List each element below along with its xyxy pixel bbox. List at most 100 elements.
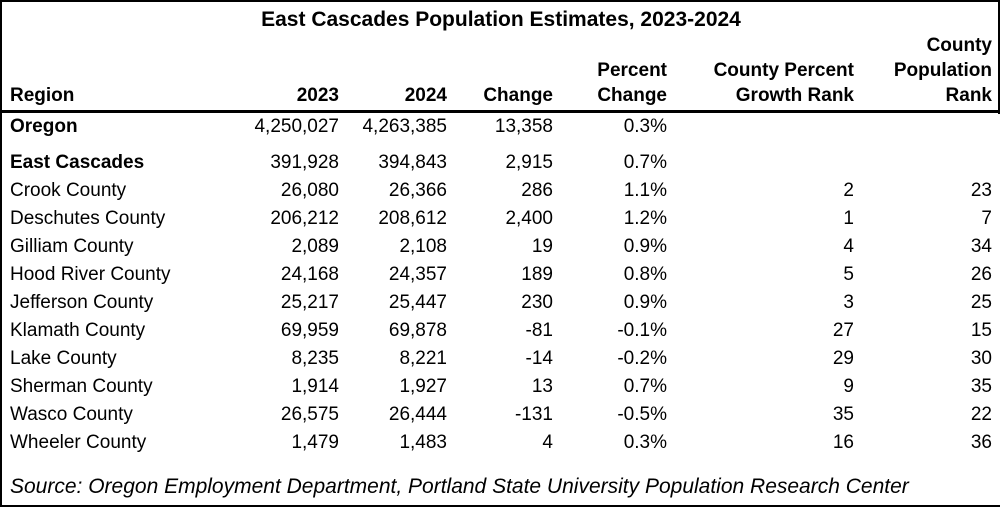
table-title: East Cascades Population Estimates, 2023… <box>261 8 741 31</box>
region-cell: Gilliam County <box>10 236 134 257</box>
table-row: Sherman County 1,914 1,927 13 0.7% 9 35 <box>2 373 1000 401</box>
value-cell: 206,212 <box>270 208 339 229</box>
value-cell: 0.9% <box>623 236 667 257</box>
spacer-cell <box>2 141 1000 149</box>
value-cell: 2 <box>843 180 854 201</box>
column-header-2023: 2023 <box>232 33 339 113</box>
value-cell: -81 <box>525 320 553 341</box>
column-header-population-rank: County Population Rank <box>854 33 1000 113</box>
value-cell: 25,217 <box>280 292 339 313</box>
region-cell: Jefferson County <box>10 292 154 313</box>
value-cell: 35 <box>970 376 992 397</box>
value-cell: 29 <box>832 348 854 369</box>
value-cell: 0.8% <box>623 264 667 285</box>
value-cell <box>854 112 1000 142</box>
value-cell: 25 <box>970 292 992 313</box>
table-row: Deschutes County 206,212 208,612 2,400 1.2% 1… <box>2 205 1000 233</box>
value-cell: 26,080 <box>280 180 339 201</box>
region-cell: Sherman County <box>10 376 153 397</box>
region-cell: East Cascades <box>10 152 145 173</box>
value-cell: 1.2% <box>623 208 667 229</box>
value-cell: 1.1% <box>623 180 667 201</box>
value-cell: -131 <box>514 404 553 425</box>
column-header-change: Change <box>447 33 553 113</box>
value-cell: 69,959 <box>280 320 339 341</box>
value-cell: 0.3% <box>623 116 667 137</box>
value-cell: 1,927 <box>399 376 447 397</box>
value-cell: 9 <box>843 376 854 397</box>
value-cell: 7 <box>981 208 992 229</box>
value-cell: 1 <box>843 208 854 229</box>
value-cell: 4 <box>542 432 553 453</box>
value-cell: 1,483 <box>399 432 447 453</box>
value-cell: -14 <box>525 348 553 369</box>
value-cell: 26,575 <box>280 404 339 425</box>
value-cell: 36 <box>970 432 992 453</box>
column-header-region: Region <box>2 33 232 113</box>
value-cell: 30 <box>970 348 992 369</box>
table-body: Oregon 4,250,027 4,263,385 13,358 0.3% East C… <box>2 112 1000 458</box>
table-header: Region 2023 2024 Change Percent Change C… <box>2 33 1000 113</box>
region-cell: Wheeler County <box>10 432 147 453</box>
value-cell: 24,357 <box>388 264 447 285</box>
table-row: Wheeler County 1,479 1,483 4 0.3% 16 36 <box>2 429 1000 457</box>
table-row: Hood River County 24,168 24,357 189 0.8% 5 26 <box>2 261 1000 289</box>
value-cell <box>667 149 854 177</box>
value-cell <box>854 149 1000 177</box>
column-header-2024: 2024 <box>339 33 447 113</box>
value-cell: 1,914 <box>291 376 339 397</box>
value-cell: 0.7% <box>623 152 667 173</box>
table-row: Wasco County 26,575 26,444 -131 -0.5% 35 22 <box>2 401 1000 429</box>
value-cell: 4 <box>843 236 854 257</box>
value-cell: 391,928 <box>270 152 339 173</box>
value-cell: 2,400 <box>505 208 553 229</box>
value-cell: 26,444 <box>388 404 447 425</box>
region-cell: Klamath County <box>10 320 146 341</box>
region-cell: Crook County <box>10 180 127 201</box>
value-cell: 25,447 <box>388 292 447 313</box>
spacer-row <box>2 141 1000 149</box>
table-row: Klamath County 69,959 69,878 -81 -0.1% 27 15 <box>2 317 1000 345</box>
value-cell: 230 <box>521 292 553 313</box>
value-cell: 394,843 <box>378 152 447 173</box>
value-cell: 13,358 <box>494 116 553 137</box>
table-row: Crook County 26,080 26,366 286 1.1% 2 23 <box>2 177 1000 205</box>
source-note: Source: Oregon Employment Department, Po… <box>10 475 909 498</box>
value-cell: 1,479 <box>291 432 339 453</box>
value-cell: 69,878 <box>388 320 447 341</box>
value-cell: 4,250,027 <box>254 116 339 137</box>
value-cell: 35 <box>832 404 854 425</box>
value-cell: 2,089 <box>291 236 339 257</box>
value-cell: 26,366 <box>388 180 447 201</box>
table-row: East Cascades 391,928 394,843 2,915 0.7% <box>2 149 1000 177</box>
value-cell: 0.7% <box>623 376 667 397</box>
value-cell: 34 <box>970 236 992 257</box>
region-cell: Hood River County <box>10 264 171 285</box>
value-cell: 27 <box>832 320 854 341</box>
value-cell: 8,221 <box>399 348 447 369</box>
value-cell: 286 <box>521 180 553 201</box>
value-cell: 8,235 <box>291 348 339 369</box>
region-cell: Deschutes County <box>10 208 166 229</box>
header-row: Region 2023 2024 Change Percent Change C… <box>2 33 1000 113</box>
column-header-growth-rank: County Percent Growth Rank <box>667 33 854 113</box>
value-cell: 26 <box>970 264 992 285</box>
table-row: Gilliam County 2,089 2,108 19 0.9% 4 34 <box>2 233 1000 261</box>
value-cell: 0.9% <box>623 292 667 313</box>
value-cell: 24,168 <box>280 264 339 285</box>
header-right-border <box>998 2 1000 114</box>
value-cell: 13 <box>531 376 553 397</box>
value-cell: 3 <box>843 292 854 313</box>
value-cell: 15 <box>970 320 992 341</box>
region-cell: Oregon <box>10 116 78 137</box>
value-cell: 208,612 <box>378 208 447 229</box>
value-cell: 4,263,385 <box>362 116 447 137</box>
region-cell: Wasco County <box>10 404 133 425</box>
value-cell: 5 <box>843 264 854 285</box>
value-cell: -0.2% <box>617 348 667 369</box>
value-cell <box>667 112 854 142</box>
region-cell: Lake County <box>10 348 117 369</box>
value-cell: 2,108 <box>399 236 447 257</box>
value-cell: 0.3% <box>623 432 667 453</box>
